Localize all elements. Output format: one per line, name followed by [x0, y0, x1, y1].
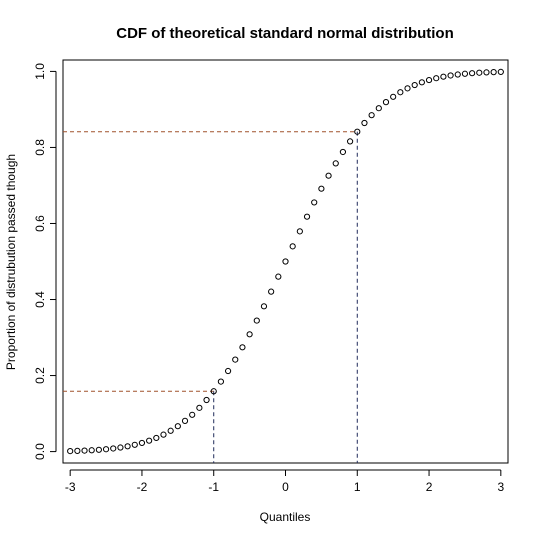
data-point	[497, 68, 504, 75]
data-point	[74, 447, 81, 454]
data-point	[232, 356, 239, 363]
y-axis: 0.0 0.2 0.4 0.6 0.8 1.0	[33, 63, 57, 460]
data-point	[217, 378, 225, 385]
data-point	[361, 119, 368, 127]
y-tick-label: 0.4	[33, 291, 47, 308]
data-points	[67, 68, 504, 455]
data-point	[476, 69, 483, 76]
data-point	[454, 71, 461, 78]
data-point	[239, 344, 246, 351]
data-point	[440, 73, 447, 80]
data-point	[189, 411, 196, 418]
data-point	[296, 228, 303, 235]
x-tick-label: 1	[354, 480, 361, 494]
data-point	[469, 70, 476, 77]
data-point	[160, 431, 167, 438]
data-point	[346, 138, 354, 145]
data-point	[203, 396, 210, 404]
x-tick-label: 0	[282, 480, 289, 494]
data-point	[390, 93, 397, 100]
data-point	[110, 445, 117, 452]
data-point	[318, 185, 325, 192]
data-point	[490, 69, 497, 76]
data-point	[81, 447, 88, 454]
data-point	[418, 79, 425, 86]
data-point	[368, 112, 375, 119]
data-point	[268, 288, 275, 295]
data-point	[282, 258, 289, 265]
y-axis-label: Proportion of distrubution passed though	[4, 154, 18, 370]
data-point	[117, 444, 124, 451]
x-tick-label: 2	[426, 480, 433, 494]
y-tick-label: 0.8	[33, 139, 47, 156]
data-point	[153, 434, 160, 442]
x-tick-label: -1	[208, 480, 219, 494]
y-tick-label: 1.0	[33, 63, 47, 80]
y-tick-label: 0.6	[33, 215, 47, 232]
data-point	[303, 213, 311, 220]
data-point	[483, 69, 490, 76]
x-axis: -3 -2 -1 0 1 2 3	[65, 469, 504, 494]
data-point	[425, 76, 433, 84]
data-point	[404, 85, 411, 92]
data-point	[210, 388, 217, 395]
data-point	[95, 446, 102, 453]
data-point	[311, 199, 318, 206]
data-point	[289, 243, 296, 250]
plot-frame	[62, 59, 509, 464]
data-point	[260, 303, 268, 310]
data-point	[88, 447, 95, 454]
data-point	[253, 317, 260, 324]
data-point	[67, 448, 74, 455]
data-point	[461, 70, 469, 77]
x-tick-label: -2	[137, 480, 148, 494]
data-point	[124, 443, 131, 450]
x-tick-label: 3	[497, 480, 504, 494]
x-axis-label: Quantiles	[260, 510, 311, 524]
data-point	[325, 172, 332, 179]
data-point	[332, 160, 339, 167]
data-point	[224, 367, 232, 375]
data-point	[146, 437, 153, 444]
data-point	[375, 105, 382, 112]
data-point	[246, 331, 253, 338]
data-point	[382, 99, 390, 106]
reference-lines	[63, 131, 358, 463]
data-point	[131, 441, 138, 448]
data-point	[275, 273, 282, 280]
data-point	[167, 427, 174, 434]
data-point	[102, 446, 110, 453]
data-point	[447, 72, 454, 79]
x-tick-label: -3	[65, 480, 76, 494]
data-point	[174, 423, 181, 430]
data-point	[138, 439, 146, 447]
data-point	[411, 81, 418, 89]
y-tick-label: 0.2	[33, 367, 47, 384]
data-point	[433, 75, 440, 82]
y-tick-label: 0.0	[33, 443, 47, 460]
data-point	[339, 148, 347, 156]
data-point	[397, 89, 404, 96]
data-point	[181, 417, 189, 424]
data-point	[354, 128, 361, 135]
data-point	[196, 404, 203, 411]
chart-title: CDF of theoretical standard normal distr…	[116, 25, 454, 42]
